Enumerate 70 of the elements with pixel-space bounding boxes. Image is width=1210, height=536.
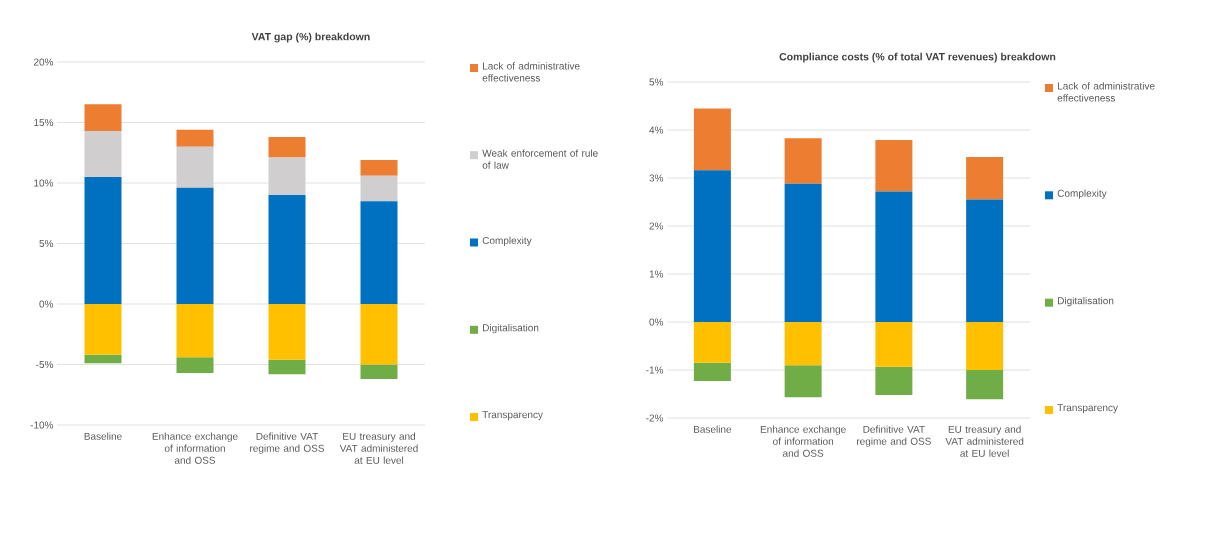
bar [84, 176, 122, 304]
bar [176, 187, 214, 304]
bar [268, 157, 306, 196]
bar [84, 304, 122, 355]
bar [360, 201, 398, 304]
legend-label: Digitalisation [483, 323, 539, 334]
y-tick-label: 5% [649, 78, 664, 86]
bar [875, 191, 913, 322]
y-tick-label: 15% [34, 118, 54, 127]
x-tick-label: EU treasury and VAT administered at EU level [945, 425, 1024, 457]
bar [875, 140, 913, 192]
x-tick-label: Enhance exchange of information and OSS [760, 425, 846, 457]
legend-label: Lack of administrative effectiveness [1057, 82, 1155, 102]
bar [966, 370, 1004, 400]
y-tick-label: 10% [34, 179, 54, 187]
y-tick-label: -2% [646, 414, 664, 422]
y-tick-label: -5% [36, 360, 54, 369]
y-tick-label: 0% [649, 318, 664, 326]
x-tick-label: Definitive VAT regime and OSS [857, 425, 931, 447]
x-tick-label: Baseline [694, 425, 732, 433]
bar [176, 357, 214, 373]
x-tick-label: Baseline [84, 432, 122, 440]
legend-label: Digitalisation [1058, 296, 1114, 307]
y-tick-label: 4% [649, 126, 664, 134]
bar [784, 365, 822, 398]
legend-label: Weak enforcement of rule of law [482, 149, 598, 169]
legend-label: Complexity [482, 236, 532, 247]
y-tick-label: 3% [649, 174, 664, 182]
bar [360, 160, 398, 176]
y-tick-label: 2% [649, 222, 664, 230]
x-tick-label: EU treasury and VAT administered at EU level [339, 432, 418, 464]
y-tick-label: -10% [30, 421, 54, 429]
bar [176, 129, 214, 147]
chart-title: Compliance costs (% of total VAT revenues) breakdown [779, 52, 1056, 63]
bar [84, 130, 122, 177]
legend-label: Transparency [482, 411, 543, 421]
bar [360, 175, 398, 202]
bar [268, 304, 306, 360]
y-tick-label: 1% [649, 270, 664, 278]
bar [268, 137, 306, 158]
x-tick-label: Definitive VAT regime and OSS [250, 432, 325, 454]
x-tick-label: Enhance exchange of information and OSS [152, 432, 238, 464]
legend-label: Transparency [1057, 404, 1118, 414]
bar [875, 322, 913, 367]
bar [966, 199, 1004, 322]
bar [693, 108, 731, 171]
bar [84, 354, 122, 364]
bar [875, 366, 913, 395]
bar [693, 362, 731, 382]
bar [784, 138, 822, 184]
bar [784, 183, 822, 322]
bar [966, 322, 1004, 370]
bar [84, 104, 122, 131]
bar [268, 195, 306, 304]
legend-label: Lack of administrative effectiveness [482, 62, 580, 82]
chart-title: VAT gap (%) breakdown [251, 32, 370, 43]
legend-label: Complexity [1057, 189, 1107, 199]
y-tick-label: 20% [33, 58, 54, 66]
bar [360, 364, 398, 380]
y-tick-label: -1% [646, 366, 664, 374]
bar [176, 304, 214, 358]
bar [176, 146, 214, 188]
bar [693, 170, 731, 322]
bar [360, 304, 398, 365]
y-tick-label: 5% [39, 239, 54, 248]
y-tick-label: 0% [39, 300, 54, 308]
bar [268, 359, 306, 375]
bar [966, 156, 1004, 200]
bar [693, 322, 731, 363]
bar [784, 322, 822, 366]
